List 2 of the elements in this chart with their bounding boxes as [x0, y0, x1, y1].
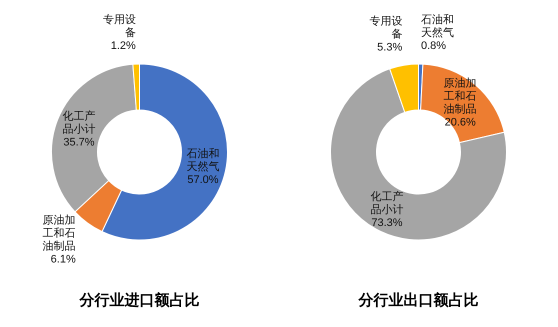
- title: 分行业进口额占比: [80, 292, 200, 309]
- title: 分行业出口额占比: [358, 292, 478, 309]
